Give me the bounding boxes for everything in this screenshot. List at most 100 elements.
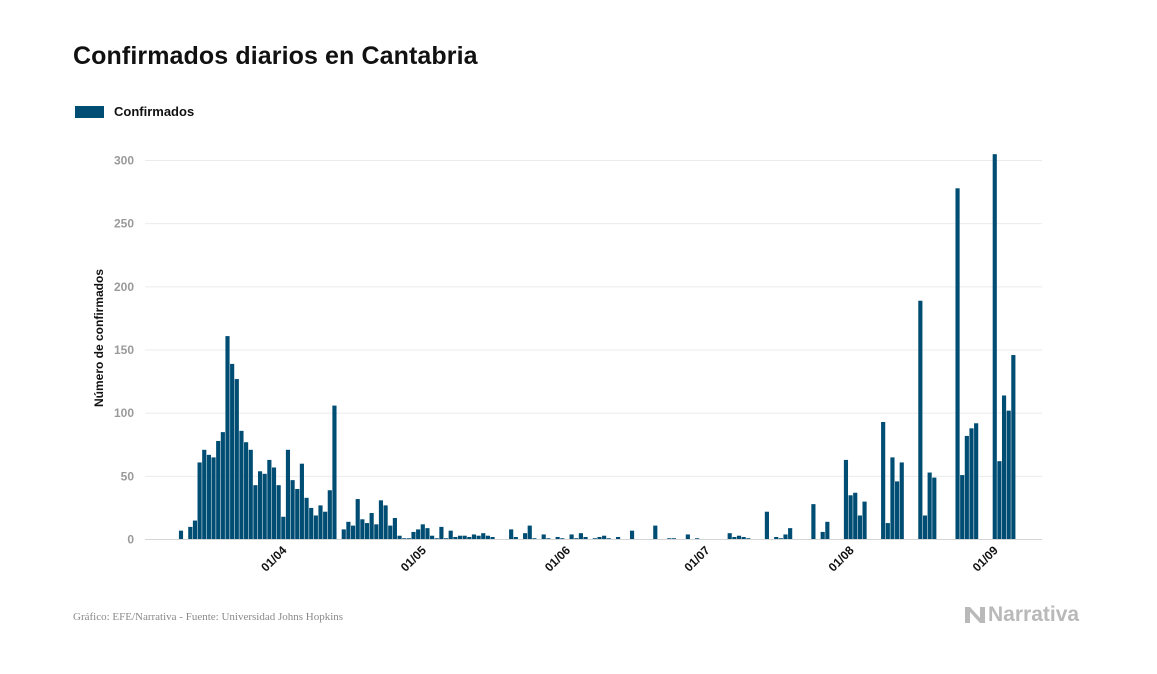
bar: [388, 525, 393, 540]
bar: [616, 536, 621, 540]
bar: [885, 523, 890, 540]
x-tick-label: 01/07: [681, 543, 712, 574]
bar: [230, 363, 235, 540]
bar: [560, 538, 565, 540]
bar: [490, 536, 495, 540]
bar: [267, 459, 272, 540]
bar: [778, 538, 783, 540]
bar: [476, 535, 481, 540]
bar: [1001, 395, 1007, 540]
bar: [820, 531, 825, 540]
bar: [448, 530, 453, 540]
x-tick-label: 01/08: [826, 543, 857, 574]
bar: [811, 504, 816, 540]
x-axis-ticks: 01/04 01/05 01/06 01/07 01/08 01/09: [258, 543, 1001, 574]
bar: [853, 492, 858, 540]
bar: [667, 538, 672, 540]
bar: [285, 449, 291, 540]
bar-series: [178, 154, 1016, 540]
bar: [188, 526, 193, 540]
bar: [369, 512, 374, 540]
bar: [299, 463, 304, 540]
bar: [309, 507, 314, 540]
bar: [783, 534, 788, 540]
bar: [671, 538, 676, 540]
brand-logo: Narrativa: [964, 603, 1079, 627]
chart-title: Confirmados diarios en Cantabria: [73, 42, 478, 70]
bar: [922, 515, 928, 540]
bar: [583, 536, 588, 540]
bar: [788, 528, 793, 540]
bar: [402, 538, 407, 540]
bar: [178, 530, 184, 540]
bar: [960, 475, 965, 540]
bar: [202, 449, 207, 540]
bar: [244, 442, 249, 540]
y-tick-label: 300: [114, 154, 134, 168]
bar: [239, 430, 244, 540]
bar: [1006, 410, 1011, 540]
bar: [323, 511, 328, 540]
bar: [843, 459, 849, 540]
bar: [364, 523, 370, 540]
bar: [555, 536, 560, 540]
bar: [741, 536, 746, 540]
bar: [216, 440, 221, 540]
bar: [374, 524, 379, 540]
brand-name: Narrativa: [988, 603, 1080, 626]
bar: [862, 501, 867, 540]
bar: [764, 511, 769, 540]
bar: [532, 538, 537, 540]
bar: [523, 533, 528, 540]
bar: [653, 525, 658, 540]
y-tick-label: 100: [114, 406, 134, 420]
x-tick-label: 01/05: [398, 543, 429, 574]
bar: [206, 454, 211, 540]
bar: [857, 515, 862, 540]
bar: [327, 490, 332, 540]
bar: [276, 485, 281, 540]
y-axis-ticks: 0 50 100 150 200 250 300: [114, 154, 134, 547]
bar: [392, 518, 397, 540]
bar: [462, 535, 467, 540]
bar: [825, 521, 830, 540]
bar: [1011, 355, 1016, 540]
bar: [234, 379, 239, 540]
legend-swatch: [75, 105, 104, 118]
grid-lines: [145, 160, 1042, 477]
bar: [471, 534, 477, 540]
bar: [355, 499, 360, 540]
bar: [360, 519, 365, 540]
y-tick-label: 200: [114, 280, 134, 294]
bar: [420, 524, 425, 540]
bar: [304, 497, 309, 540]
bar: [964, 435, 969, 540]
bar: [736, 535, 742, 540]
legend-label: Confirmados: [114, 104, 195, 119]
bar: [443, 538, 449, 540]
bar: [774, 536, 779, 540]
bar: [271, 467, 277, 540]
y-tick-label: 50: [121, 469, 135, 483]
bar: [295, 488, 300, 540]
bar: [425, 528, 430, 540]
bar: [746, 538, 751, 540]
x-tick-label: 01/06: [542, 543, 573, 574]
bar: [578, 533, 583, 540]
bar: [899, 462, 904, 540]
y-tick-label: 250: [114, 217, 134, 231]
bar: [848, 495, 853, 540]
bar: [434, 538, 439, 540]
bar: [248, 449, 253, 540]
bar: [281, 516, 286, 540]
bar: [192, 520, 198, 540]
bar: [695, 538, 700, 540]
bar: [485, 535, 490, 540]
bar: [211, 457, 216, 540]
x-tick-label: 01/09: [970, 543, 1001, 574]
bar: [411, 531, 416, 540]
bar: [453, 536, 458, 540]
bar: [397, 535, 402, 540]
bar: [732, 536, 737, 540]
